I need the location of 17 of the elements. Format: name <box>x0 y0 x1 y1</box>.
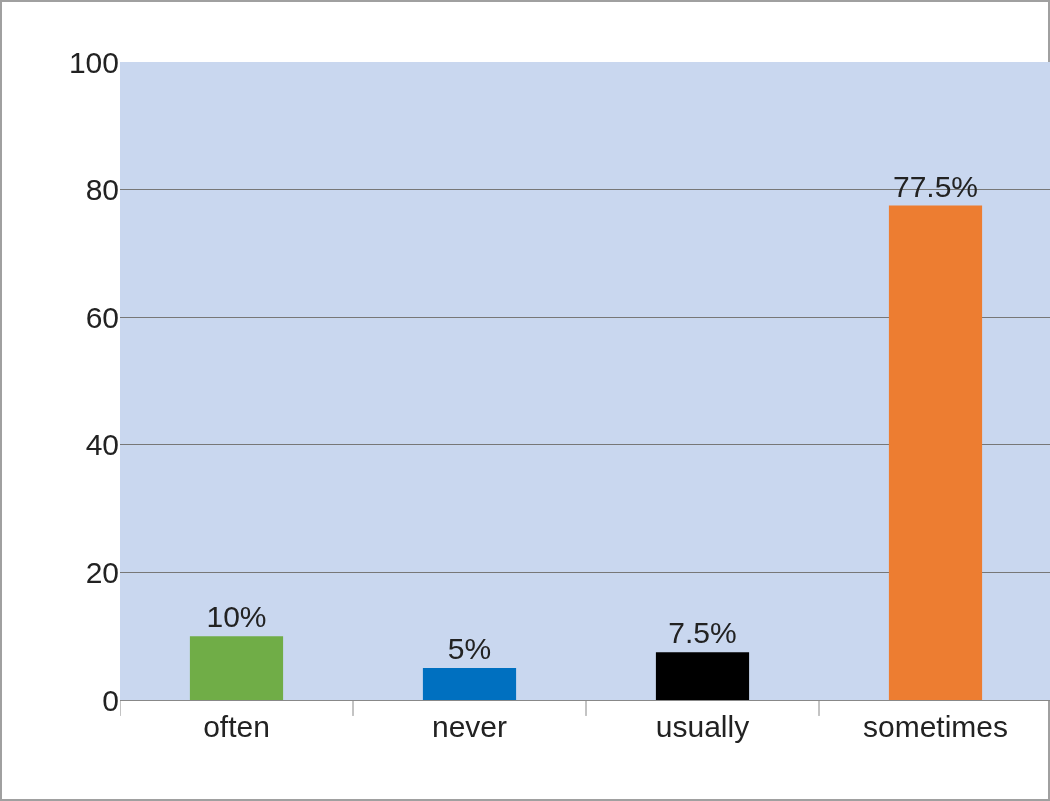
bar <box>888 205 983 700</box>
y-tick-label: 40 <box>85 428 119 462</box>
y-tick-label: 80 <box>85 173 119 207</box>
y-tick-label: 20 <box>85 555 119 589</box>
bar <box>422 668 517 700</box>
y-tick-label: 100 <box>68 45 119 79</box>
y-tick-label: 0 <box>102 683 119 717</box>
data-label: 5% <box>447 632 492 666</box>
y-tick-label: 60 <box>85 300 119 334</box>
x-tick-label: sometimes <box>862 710 1009 743</box>
data-label: 7.5% <box>668 616 737 650</box>
x-tick-label: usually <box>655 710 750 743</box>
data-label: 10% <box>206 600 267 634</box>
bar <box>655 652 750 700</box>
bar <box>189 636 284 700</box>
x-tick-label: often <box>203 710 270 743</box>
x-tick-label: never <box>431 710 508 743</box>
